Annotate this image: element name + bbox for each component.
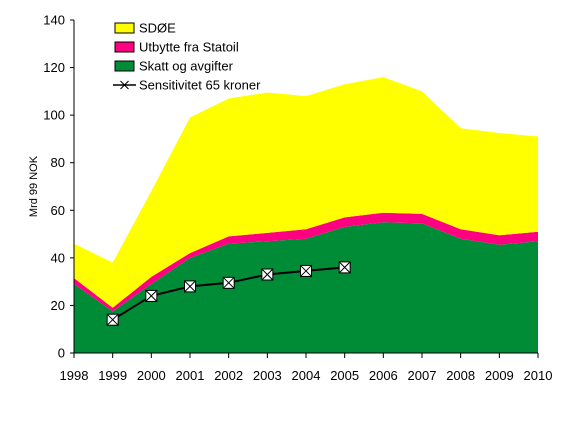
y-axis-title: Mrd 99 NOK <box>28 155 40 217</box>
marker-x-stroke <box>184 280 196 293</box>
marker-x-stroke <box>106 313 119 326</box>
x-tick-label: 1998 <box>60 368 89 383</box>
x-tick-label: 2007 <box>408 368 437 383</box>
y-tick-label: 120 <box>43 60 65 75</box>
x-tick-label: 2004 <box>292 368 321 383</box>
y-tick-label: 20 <box>51 298 65 313</box>
x-tick-label: 2006 <box>369 368 398 383</box>
marker-x-stroke <box>222 276 235 289</box>
legend-swatch <box>114 22 135 34</box>
x-tick-label: 1999 <box>98 368 127 383</box>
y-tick-label: 140 <box>43 13 65 28</box>
x-tick-label: 2002 <box>214 368 243 383</box>
area-layers <box>74 77 538 353</box>
legend-label: SDØE <box>139 21 176 36</box>
legend-label: Utbytte fra Statoil <box>139 40 239 55</box>
legend-item-sensitivitet-65-kroner: Sensitivitet 65 kroner <box>113 78 261 93</box>
x-tick-label: 2008 <box>446 368 475 383</box>
marker-x-stroke <box>261 268 274 281</box>
x-tick-label: 2005 <box>330 368 359 383</box>
x-tick-label: 2003 <box>253 368 282 383</box>
area-sd-e <box>74 77 538 308</box>
legend: SDØE Utbytte fra Statoil Skatt og avgifter… <box>113 21 261 93</box>
sensitivity-marker <box>300 264 312 277</box>
sensitivity-marker <box>261 268 274 281</box>
area-utbytte-fra-statoil <box>74 212 538 312</box>
marker-x-stroke <box>300 265 312 277</box>
legend-marker-stroke <box>120 80 129 90</box>
legend-item-sd-e: SDØE <box>114 21 176 36</box>
sensitivity-line-layer <box>106 261 351 326</box>
marker-x-stroke <box>338 261 351 274</box>
x-ticks: 1998 1999 2000 2001 2002 2003 2004 2005 2006 2007… <box>60 353 553 383</box>
sensitivity-marker <box>338 261 351 274</box>
area-skatt-og-avgifter <box>74 222 538 353</box>
x-tick-label: 2010 <box>524 368 553 383</box>
y-tick-label: 80 <box>51 155 65 170</box>
legend-label: Sensitivitet 65 kroner <box>139 78 261 93</box>
y-ticks: 0 20 40 60 80 100 120 140 <box>43 13 74 361</box>
x-tick-label: 2009 <box>485 368 514 383</box>
y-tick-label: 100 <box>43 108 65 123</box>
legend-item-utbytte-fra-statoil: Utbytte fra Statoil <box>114 40 239 55</box>
sensitivity-marker <box>145 289 158 302</box>
y-tick-label: 40 <box>51 250 65 265</box>
legend-item-skatt-og-avgifter: Skatt og avgifter <box>114 59 234 74</box>
y-tick-label: 0 <box>58 346 65 361</box>
legend-label: Skatt og avgifter <box>139 59 234 74</box>
sensitivity-marker <box>222 276 235 289</box>
y-tick-label: 60 <box>51 203 65 218</box>
legend-swatch <box>114 60 135 72</box>
x-tick-label: 2000 <box>137 368 166 383</box>
legend-swatch <box>114 41 135 53</box>
x-tick-label: 2001 <box>176 368 205 383</box>
sensitivity-marker <box>184 280 196 293</box>
marker-x-stroke <box>145 290 158 302</box>
sensitivity-marker <box>106 313 119 326</box>
